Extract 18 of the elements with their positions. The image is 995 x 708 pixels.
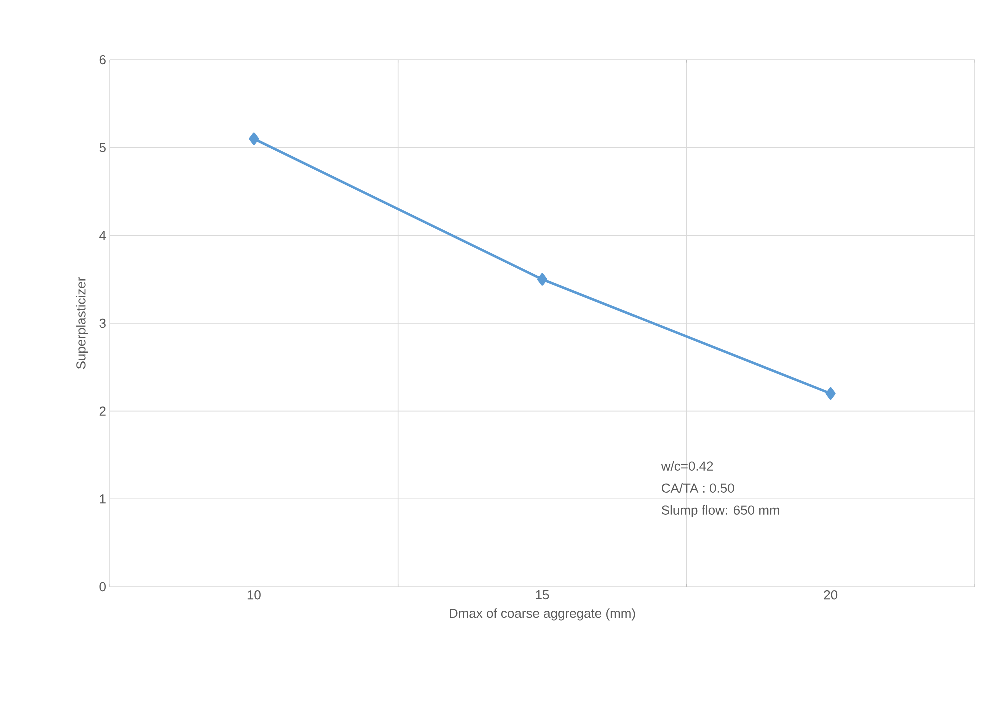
y-axis-title: Superplasticizer (76, 277, 88, 370)
point (249, 132, 260, 146)
y-tick-label: 2 (100, 406, 106, 416)
x-tick-label: 10 (248, 590, 261, 600)
annotation: Slump flow: 650 mm (662, 505, 780, 518)
x-tick-label: 15 (536, 590, 550, 600)
y-tick-label: 1 (100, 494, 106, 504)
x-tick-label: 20 (824, 590, 838, 600)
y-tick-label: 0 (100, 582, 106, 592)
annotation: CA/TA : 0.50 (662, 483, 734, 493)
y-tick-label: 4 (100, 231, 106, 240)
y-tick-label: 5 (100, 143, 106, 152)
point (538, 273, 548, 286)
annotation: w/c=0.42 (661, 461, 714, 471)
point (826, 388, 836, 400)
y-tick-label: 6 (100, 55, 106, 65)
x-axis-title: Dmax of coarse aggregate (mm) (450, 608, 636, 621)
y-tick-label: 3 (100, 318, 106, 328)
